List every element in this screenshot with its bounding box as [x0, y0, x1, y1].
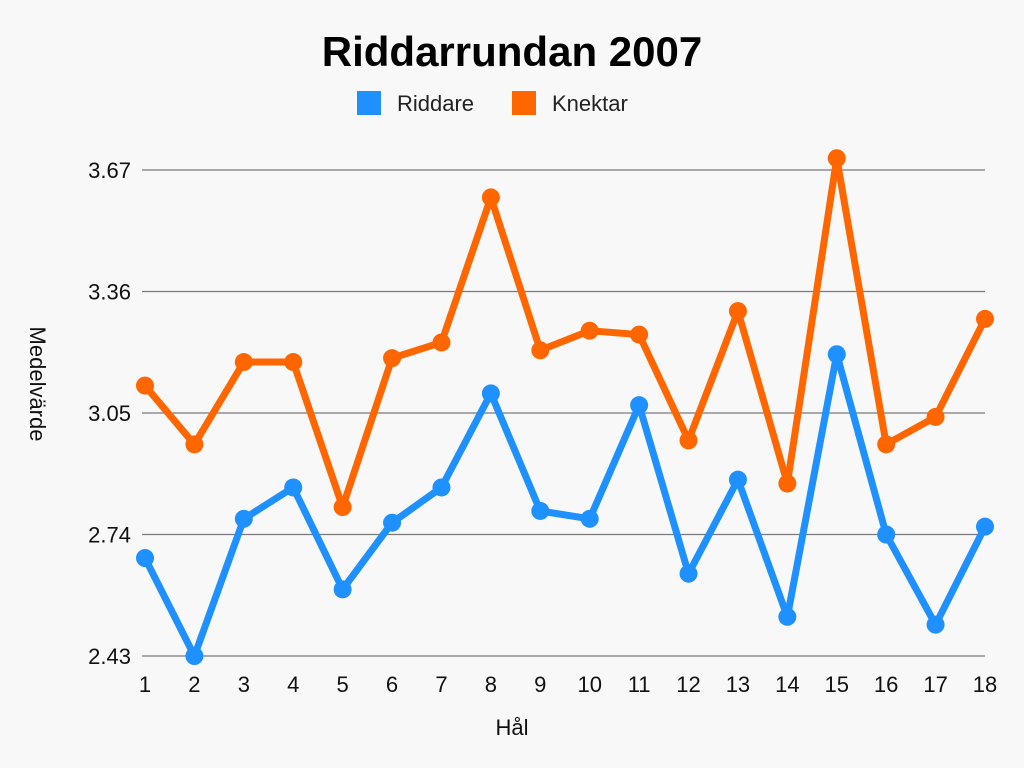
data-point-riddare [580, 509, 599, 528]
data-point-knektar [333, 498, 352, 517]
data-point-riddare [432, 478, 451, 497]
x-tick-label: 9 [534, 672, 546, 697]
legend-label-knektar: Knektar [552, 91, 628, 116]
data-point-riddare [234, 509, 253, 528]
data-point-riddare [778, 607, 797, 626]
data-point-riddare [333, 580, 352, 599]
y-tick-label: 2.74 [88, 523, 131, 548]
data-point-knektar [580, 321, 599, 340]
x-tick-label: 5 [337, 672, 349, 697]
data-point-riddare [877, 525, 896, 544]
data-point-knektar [778, 474, 797, 493]
data-point-riddare [728, 470, 747, 489]
y-axis-ticks: 2.43 2.74 3.05 3.36 3.67 [88, 158, 131, 669]
series-group [136, 149, 994, 665]
data-point-knektar [136, 376, 154, 395]
y-tick-label: 3.67 [88, 158, 131, 183]
x-tick-label: 2 [188, 672, 200, 697]
data-point-riddare [383, 513, 402, 532]
x-axis-ticks: 1 2 3 4 5 6 7 8 9 10 11 12 13 14 15 16 17 18 [139, 672, 997, 697]
data-point-knektar [877, 435, 896, 454]
x-tick-label: 4 [287, 672, 299, 697]
data-point-riddare [136, 549, 154, 568]
data-point-knektar [679, 431, 698, 450]
data-point-knektar [185, 435, 204, 454]
data-point-knektar [383, 349, 402, 368]
series-riddare [136, 345, 994, 665]
data-point-knektar [284, 353, 303, 372]
data-point-riddare [679, 564, 698, 583]
x-tick-label: 10 [577, 672, 601, 697]
data-point-riddare [531, 501, 550, 520]
x-tick-label: 12 [676, 672, 700, 697]
x-tick-label: 6 [386, 672, 398, 697]
data-point-riddare [630, 396, 649, 415]
gridlines [142, 169, 985, 657]
data-point-riddare [976, 517, 994, 536]
data-point-knektar [728, 302, 747, 321]
x-tick-label: 1 [139, 672, 151, 697]
series-line-riddare [141, 350, 989, 660]
data-point-knektar [234, 353, 253, 372]
data-point-knektar [827, 149, 846, 168]
data-point-knektar [926, 407, 945, 426]
data-point-riddare [926, 615, 945, 634]
legend: Riddare Knektar [357, 91, 628, 116]
data-point-riddare [481, 384, 500, 403]
data-point-riddare [185, 647, 204, 665]
y-tick-label: 2.43 [88, 644, 131, 669]
series-knektar [136, 149, 994, 517]
x-tick-label: 7 [435, 672, 447, 697]
x-axis-label: Hål [495, 715, 528, 740]
y-axis-label: Medelvärde [25, 327, 50, 442]
x-tick-label: 11 [628, 672, 651, 697]
legend-swatch-riddare [357, 91, 381, 115]
x-tick-label: 16 [874, 672, 898, 697]
data-point-knektar [432, 333, 451, 352]
data-point-knektar [630, 325, 649, 344]
x-tick-label: 14 [775, 672, 799, 697]
x-tick-label: 3 [238, 672, 250, 697]
series-line-knektar [141, 154, 989, 511]
legend-label-riddare: Riddare [397, 91, 474, 116]
y-tick-label: 3.36 [88, 280, 131, 305]
data-point-knektar [531, 341, 550, 360]
x-tick-label: 13 [726, 672, 750, 697]
y-tick-label: 3.05 [88, 401, 131, 426]
x-tick-label: 8 [485, 672, 497, 697]
x-tick-label: 15 [825, 672, 849, 697]
legend-swatch-knektar [512, 91, 536, 115]
x-tick-label: 17 [923, 672, 947, 697]
x-tick-label: 18 [973, 672, 997, 697]
data-point-knektar [976, 309, 994, 328]
chart-title: Riddarrundan 2007 [322, 28, 702, 75]
data-point-riddare [284, 478, 303, 497]
data-point-knektar [481, 188, 500, 207]
data-point-riddare [827, 345, 846, 364]
